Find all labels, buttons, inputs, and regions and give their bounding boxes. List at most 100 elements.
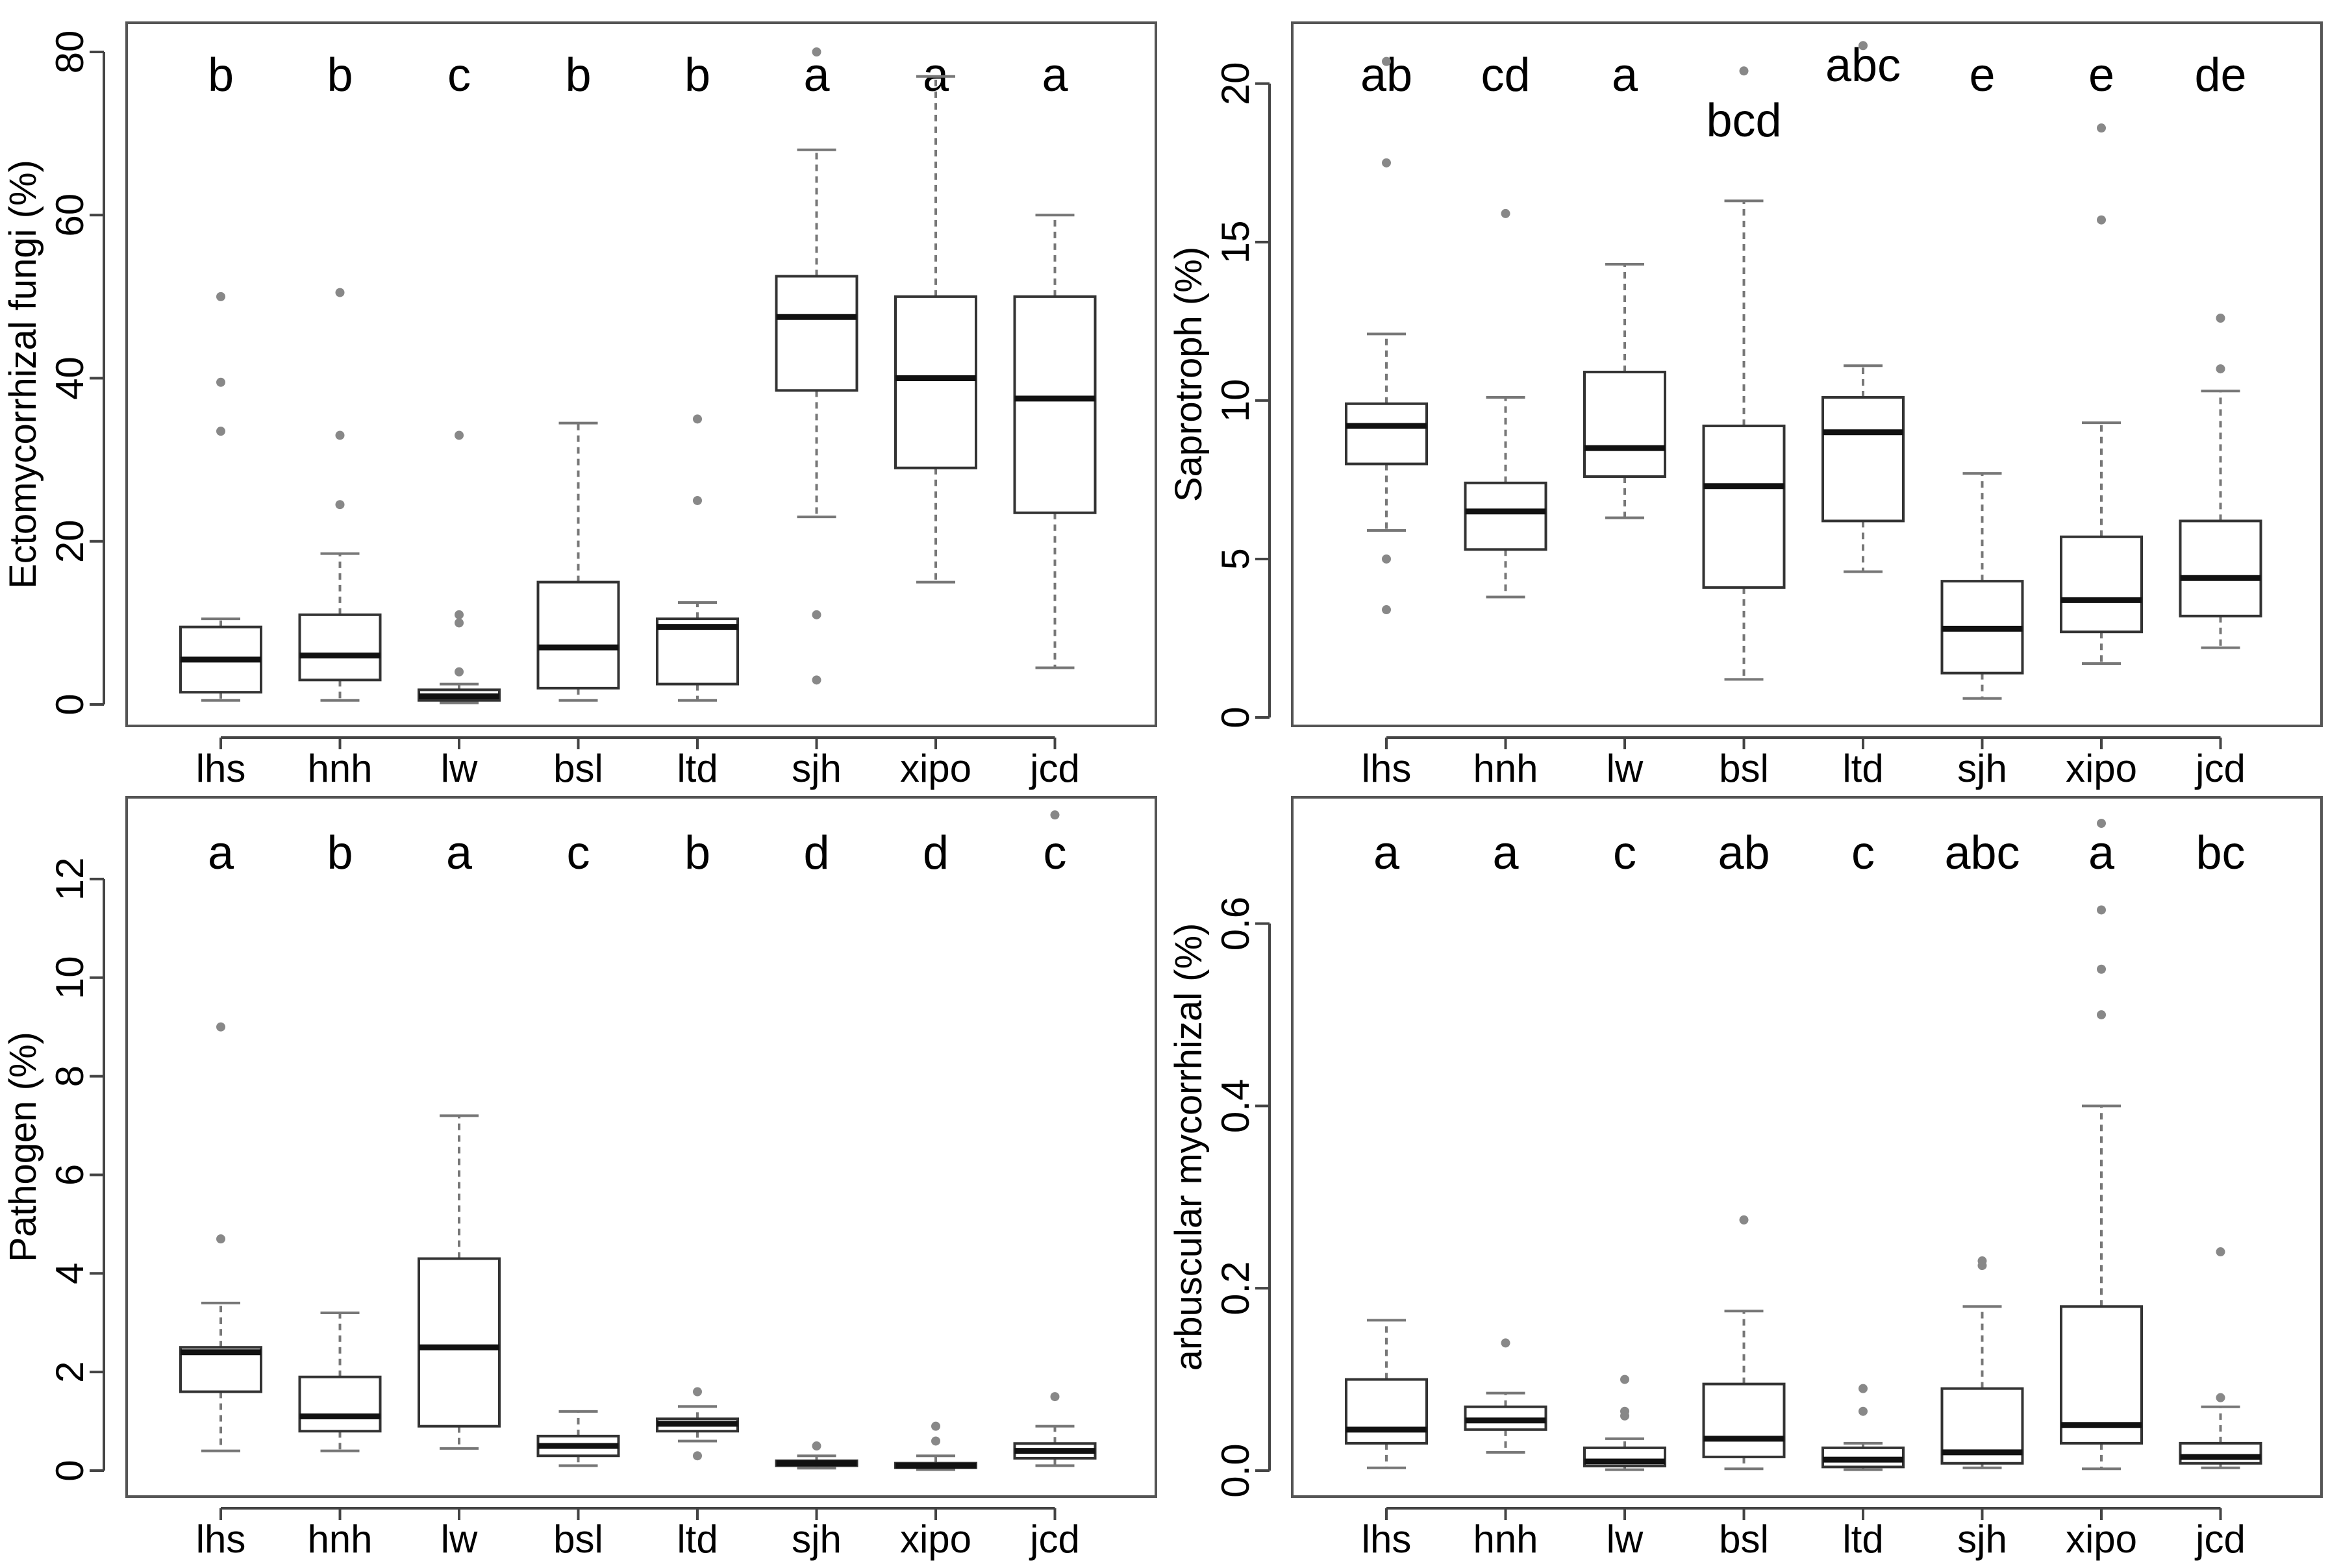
box-plot-lw <box>418 1114 501 1450</box>
outlier-point <box>812 610 821 619</box>
significance-letter: b <box>684 827 710 879</box>
iqr-box <box>2060 1305 2143 1445</box>
outlier-point <box>2216 1393 2225 1402</box>
outlier-point <box>1382 554 1391 564</box>
x-tick-label: lhs <box>1362 1517 1412 1561</box>
x-tick-label: jcd <box>1029 1517 1080 1561</box>
outlier-point <box>1739 1215 1749 1225</box>
outlier-point <box>812 47 821 56</box>
box-plot-bsl <box>1702 66 1786 681</box>
y-tick-label: 0 <box>1214 706 1257 728</box>
significance-letter: abc <box>1944 827 2020 879</box>
y-tick-label: 60 <box>48 193 92 237</box>
y-tick-label: 0 <box>48 693 92 715</box>
x-tick-label: bsl <box>553 747 603 790</box>
significance-letter: bc <box>2196 827 2245 879</box>
y-tick-label: 20 <box>48 519 92 563</box>
y-tick-label: 15 <box>1214 220 1257 264</box>
outlier-point <box>2216 314 2225 323</box>
outlier-point <box>2216 364 2225 374</box>
outlier-point <box>335 500 345 510</box>
outlier-point <box>693 495 702 505</box>
y-tick-label: 0.6 <box>1214 897 1257 951</box>
x-tick-label: sjh <box>792 747 842 790</box>
outlier-point <box>1050 1392 1060 1402</box>
x-tick-label: lhs <box>1362 747 1412 790</box>
outlier-point <box>335 288 345 297</box>
significance-letter: c <box>1613 827 1636 879</box>
outlier-point <box>693 1451 702 1461</box>
box-plot-sjh <box>775 47 858 685</box>
iqr-box <box>775 275 858 392</box>
box-plot-jcd <box>2179 1247 2262 1469</box>
outlier-point <box>2097 215 2106 225</box>
x-tick-label: ltd <box>677 747 718 790</box>
y-axis-title: arbuscular mycorrhizal (%) <box>1168 923 1210 1371</box>
x-tick-label: hnh <box>307 1517 372 1561</box>
y-tick-label: 10 <box>48 956 92 999</box>
box-plot-hnh <box>1464 208 1547 599</box>
box-plot-sjh <box>1940 472 2024 700</box>
box-plot-bsl <box>536 1410 620 1467</box>
box-plot-lhs <box>179 1022 262 1452</box>
outlier-point <box>216 427 225 436</box>
x-tick-label: ltd <box>677 1517 718 1561</box>
outlier-point <box>812 675 821 685</box>
box-plot-xipo <box>2060 819 2143 1471</box>
significance-letter: ab <box>1718 827 1770 879</box>
box-plot-lw <box>418 430 501 704</box>
y-tick-label: 6 <box>48 1164 92 1186</box>
significance-letter: d <box>803 827 829 879</box>
box-plot-jcd <box>1013 214 1097 669</box>
box-plot-lw <box>1583 263 1666 519</box>
box-plot-ltd <box>656 1387 739 1461</box>
x-tick-label: jcd <box>2194 1517 2246 1561</box>
outlier-point <box>1859 1406 1868 1416</box>
outlier-point <box>693 414 702 424</box>
box-plot-bsl <box>1702 1215 1786 1471</box>
significance-letter: c <box>1851 827 1875 879</box>
box-plot-xipo <box>894 75 977 584</box>
box-plot-xipo <box>894 1421 977 1471</box>
x-tick-label: xipo <box>900 1517 971 1561</box>
y-tick-label: 8 <box>48 1065 92 1087</box>
outlier-point <box>216 377 225 387</box>
box-plot-lw <box>1583 1375 1666 1471</box>
outlier-point <box>216 1234 225 1244</box>
x-tick-label: hnh <box>1473 1517 1538 1561</box>
x-tick-label: jcd <box>1029 747 1080 790</box>
box-plot-lhs <box>1345 56 1428 615</box>
box-plot-ltd <box>1821 1384 1905 1471</box>
plot-frame <box>125 796 1157 1498</box>
significance-letter: b <box>327 827 353 879</box>
x-tick-label: lw <box>441 747 478 790</box>
significance-letter: a <box>803 49 830 101</box>
x-tick-label: sjh <box>1957 1517 2007 1561</box>
outlier-point <box>2097 964 2106 974</box>
outlier-point <box>693 1387 702 1397</box>
y-tick-label: 10 <box>1214 379 1257 423</box>
significance-letter: de <box>2194 49 2246 101</box>
y-tick-label: 80 <box>48 31 92 74</box>
iqr-box <box>1464 481 1547 551</box>
significance-letter: e <box>1969 49 1995 101</box>
outlier-point <box>1859 41 1868 51</box>
outlier-point <box>2216 1247 2225 1257</box>
box-plot-sjh <box>1940 1256 2024 1469</box>
plot-frame <box>125 21 1157 727</box>
outlier-point <box>1382 158 1391 168</box>
x-tick-label: lw <box>441 1517 478 1561</box>
y-axis-title: Saprotroph (%) <box>1168 247 1210 502</box>
significance-letter: e <box>2088 49 2114 101</box>
x-tick-label: hnh <box>1473 747 1538 790</box>
iqr-box <box>298 1375 382 1433</box>
box-plot-jcd <box>2179 314 2262 649</box>
outlier-point <box>2097 905 2106 915</box>
x-tick-label: lw <box>1607 747 1644 790</box>
outlier-point <box>1620 1375 1629 1384</box>
outlier-point <box>931 1436 940 1446</box>
iqr-box <box>298 613 382 682</box>
significance-letter: a <box>1373 827 1400 879</box>
